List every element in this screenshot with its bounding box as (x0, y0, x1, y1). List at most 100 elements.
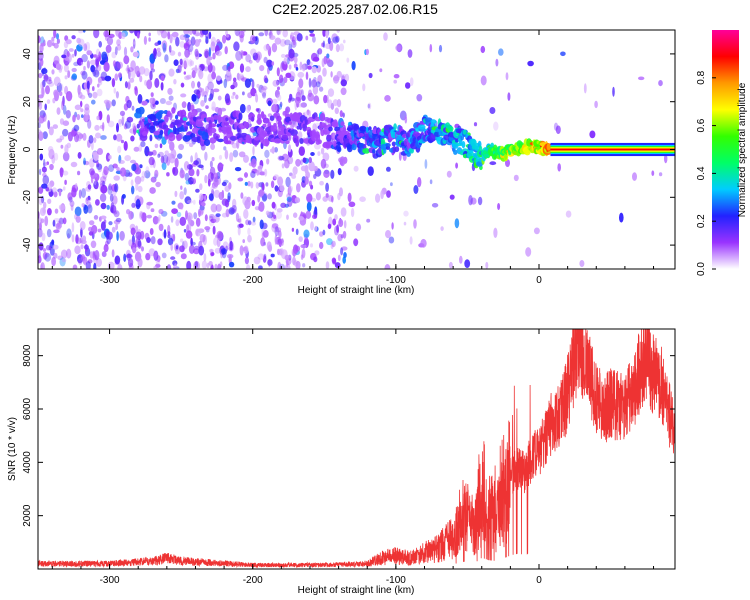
spectrogram-cell (38, 255, 42, 263)
spectrogram-cell (190, 36, 196, 46)
spectrogram-cell (261, 87, 267, 97)
spectrogram-cell (134, 65, 140, 75)
spectrogram-cell (274, 226, 280, 237)
spectrogram-cell (93, 30, 100, 39)
spectrogram-cell (259, 65, 265, 72)
spectrogram-ridge-cell (190, 133, 196, 138)
spectrogram-cell (223, 78, 228, 89)
spectrogram-cell (339, 187, 343, 197)
spectrogram-cell (139, 210, 144, 220)
spectrogram-ridge-cell (409, 148, 415, 154)
spectrogram-ridge-cell (365, 126, 369, 133)
spectrogram-cell (315, 81, 321, 88)
spectrogram-cell (312, 214, 318, 220)
spectrogram-cell (335, 44, 340, 53)
spectrogram-cell (180, 82, 185, 88)
spectrogram-cell (210, 36, 217, 47)
spectrogram-cell (192, 38, 196, 45)
spectrogram-cell (477, 196, 483, 206)
spectrogram-cell (322, 30, 326, 37)
spectrogram-cell (314, 143, 321, 150)
spectrogram-x-tick-label: -100 (386, 275, 406, 286)
spectrogram-cell (272, 79, 279, 87)
spectrogram-cell (238, 215, 242, 222)
spectrogram-cell (239, 63, 245, 73)
spectrogram-cell (252, 52, 259, 61)
spectrogram-cell (81, 188, 86, 198)
spectrogram-cell (38, 98, 41, 107)
spectrogram-ridge-cell (336, 144, 341, 152)
spectrogram-cell (51, 256, 56, 267)
spectrogram-cell (158, 208, 164, 215)
spectrogram-cell (193, 199, 196, 205)
spectrogram-cell (355, 223, 362, 231)
spectrogram-cell (95, 58, 100, 68)
spectrogram-cell (175, 219, 180, 227)
spectrogram-cell (130, 159, 136, 164)
spectrogram-cell (74, 206, 82, 217)
spectrogram-cell (239, 103, 246, 114)
spectrogram-cell (164, 150, 169, 156)
spectrogram-cell (386, 190, 391, 198)
spectrogram-cell (213, 215, 220, 223)
spectrogram-cell (97, 64, 102, 71)
spectrogram-cell (162, 42, 167, 53)
spectrogram-cell (184, 75, 190, 81)
spectrogram-ridge-cell (358, 133, 364, 137)
spectrogram-ridge-cell (462, 129, 467, 135)
spectrogram-cell (65, 91, 73, 102)
spectrogram-cell (183, 71, 186, 75)
spectrogram-cell (91, 224, 98, 234)
spectrogram-cell (274, 234, 278, 245)
spectrogram-cell (56, 107, 61, 115)
spectrogram-cell (148, 32, 151, 37)
spectrogram-cell (75, 237, 82, 245)
spectrogram-cell (71, 73, 78, 80)
spectrogram-cell (342, 112, 345, 118)
spectrogram-cell (306, 201, 312, 212)
spectrogram-cell (283, 76, 288, 84)
spectrogram-cell (217, 95, 222, 101)
snr-y-tick: 4000 (22, 451, 675, 473)
spectrogram-cell (287, 134, 291, 142)
spectrogram-cell (272, 98, 278, 105)
spectrogram-cell (52, 124, 58, 129)
spectrogram-ridge-cell (262, 117, 270, 124)
spectrogram-cell (195, 32, 201, 37)
spectrogram-cell (59, 91, 63, 96)
spectrogram-cell (194, 245, 200, 250)
spectrogram-cell (114, 46, 118, 56)
spectrogram-cell (141, 246, 144, 252)
spectrogram-cell (359, 196, 366, 202)
spectrogram-cell (208, 215, 214, 221)
spectrogram-ridge-cell (182, 117, 187, 121)
spectrogram-ridge-cell (304, 116, 308, 126)
spectrogram-cell (327, 88, 335, 97)
spectrogram-x-ticks: -300 -200 -100 0 (51, 30, 655, 286)
spectrogram-cell (174, 190, 178, 198)
spectrogram-cell (55, 63, 62, 70)
spectrogram-cell (93, 137, 97, 143)
spectrogram-cell (195, 157, 202, 168)
spectrogram-cell (195, 188, 200, 193)
spectrogram-cell (288, 48, 295, 59)
spectrogram-cell (297, 71, 305, 78)
colorbar: 0.0 0.2 0.4 0.6 0.8 Normalized spectral ampl… (696, 30, 748, 276)
spectrogram-ridge-cell (199, 126, 206, 132)
spectrogram-cell (325, 182, 329, 192)
spectrogram-cell (335, 35, 340, 43)
spectrogram-cell (557, 163, 561, 172)
spectrogram-cell (153, 252, 158, 259)
spectrogram-cell (42, 131, 48, 140)
spectrogram-cell (84, 103, 90, 111)
spectrogram-cell (210, 185, 214, 192)
spectrogram-cell (583, 83, 587, 94)
spectrogram-cell (112, 195, 118, 205)
spectrogram-cell (217, 107, 223, 117)
spectrogram-cell (95, 132, 101, 139)
spectrogram-cell (391, 222, 394, 230)
spectrogram-cell (326, 53, 330, 59)
spectrogram-cell (159, 143, 163, 149)
spectrogram-cell (100, 221, 106, 231)
spectrogram-cell (212, 225, 216, 235)
